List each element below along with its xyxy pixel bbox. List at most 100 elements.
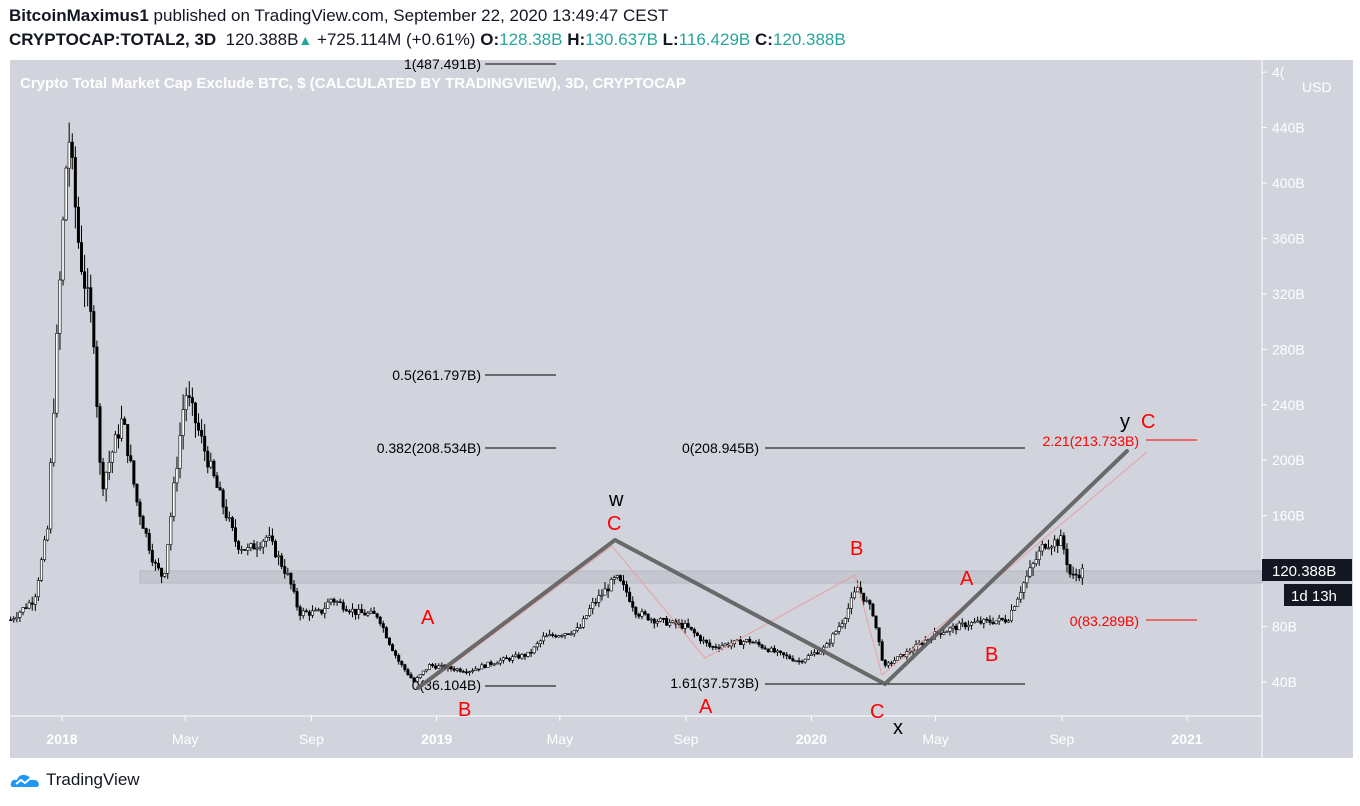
candle-body: [585, 615, 589, 619]
candle-body: [868, 600, 872, 605]
candle-body: [603, 588, 607, 596]
candle-body: [471, 670, 475, 672]
candle-body: [889, 662, 893, 665]
candle-body: [954, 625, 958, 631]
candle-body: [274, 540, 278, 558]
candle-body: [310, 610, 314, 616]
candle-body: [298, 606, 302, 616]
candle-body: [615, 575, 619, 578]
tradingview-logo[interactable]: TradingView: [10, 770, 140, 790]
candle-body: [498, 659, 502, 664]
candle-body: [360, 608, 364, 614]
candle-body: [785, 654, 789, 657]
candle-body: [538, 640, 542, 644]
candle-body: [24, 607, 28, 609]
candle-body: [33, 596, 37, 605]
candle-body: [508, 658, 512, 661]
time-axis[interactable]: 2018 May Sep 2019 May Sep 2020 May Sep 2021: [46, 716, 1203, 747]
candle-body: [717, 647, 721, 649]
wxy-wave-line[interactable]: [416, 449, 1129, 690]
candle-body: [754, 641, 758, 644]
candle-body: [36, 580, 40, 598]
candle-body: [187, 395, 191, 398]
candle-body: [67, 141, 71, 169]
candle-body: [677, 622, 681, 625]
candle-body: [665, 618, 669, 626]
candle-body: [123, 418, 127, 425]
candle-body: [625, 584, 629, 593]
candle-body: [578, 627, 582, 629]
candle-body: [837, 626, 841, 632]
low-label: L:: [662, 30, 679, 49]
candle-body: [692, 628, 696, 634]
candle-body: [1077, 574, 1081, 579]
candle-body: [739, 639, 743, 645]
candle-body: [206, 450, 210, 468]
candle-body: [951, 625, 955, 629]
candle-body: [46, 528, 50, 541]
candle-body: [886, 662, 890, 666]
candle-body: [378, 616, 382, 624]
candle-body: [267, 535, 271, 538]
candle-body: [203, 435, 207, 452]
candle-body: [1065, 548, 1069, 565]
candle-body: [865, 600, 869, 602]
candle-body: [92, 311, 96, 348]
candle-body: [363, 612, 367, 616]
candle-body: [354, 608, 358, 615]
candle-body: [427, 664, 431, 670]
candle-body: [132, 460, 136, 485]
candle-body: [200, 429, 204, 437]
candle-body: [335, 601, 339, 603]
candle-body: [55, 333, 59, 414]
candle-body: [563, 633, 567, 636]
candle-body: [120, 418, 124, 439]
candle-body: [307, 611, 311, 616]
candle-body: [277, 555, 281, 558]
candle-body: [434, 665, 438, 669]
candle-body: [532, 646, 536, 654]
time-tick-label: 2019: [421, 731, 452, 747]
candle-body: [30, 602, 34, 605]
candle-body: [387, 637, 391, 645]
currency-label: USD: [1302, 79, 1332, 95]
candle-body: [745, 639, 749, 642]
price-tick-label: 240B: [1272, 397, 1305, 413]
candle-body: [1046, 547, 1050, 550]
candle-body: [862, 592, 866, 602]
candle-body: [723, 643, 727, 647]
candle-body: [455, 668, 459, 671]
time-tick-label: 2020: [796, 731, 827, 747]
candle-body: [846, 608, 850, 619]
author[interactable]: BitcoinMaximus1: [9, 6, 149, 25]
candle-body: [135, 483, 139, 503]
candle-body: [600, 594, 604, 597]
candle-body: [560, 635, 564, 637]
candle-body: [12, 618, 16, 621]
candle-body: [714, 646, 718, 648]
price-axis[interactable]: 4(440B 400B 360B 320B 280B 240B 200B 160B 80B 40B: [1262, 64, 1305, 690]
candle-body: [548, 634, 552, 637]
candle-body: [554, 635, 558, 638]
candle-body: [9, 619, 13, 621]
wave-label-a: A: [699, 696, 713, 718]
candle-body: [772, 647, 776, 653]
candle-body: [197, 422, 201, 431]
candle-body: [1043, 544, 1047, 549]
close-label: C:: [754, 30, 773, 49]
candle-body: [569, 633, 573, 636]
candle-body: [464, 671, 468, 674]
candle-body: [705, 639, 709, 644]
fib-label: 0.5(261.797B): [392, 367, 481, 383]
candle-body: [963, 622, 967, 628]
candle-body: [218, 487, 222, 491]
candle-body: [794, 660, 798, 663]
candle-body: [489, 661, 493, 665]
price-chart[interactable]: 4(440B 400B 360B 320B 280B 240B 200B 160B 80B 40B…: [0, 58, 1360, 758]
candle-body: [304, 610, 308, 613]
candle-body: [828, 642, 832, 645]
candle-body: [979, 620, 983, 624]
candle-body: [412, 677, 416, 683]
last-price-label: [1262, 559, 1352, 581]
candle-body: [1010, 609, 1014, 622]
